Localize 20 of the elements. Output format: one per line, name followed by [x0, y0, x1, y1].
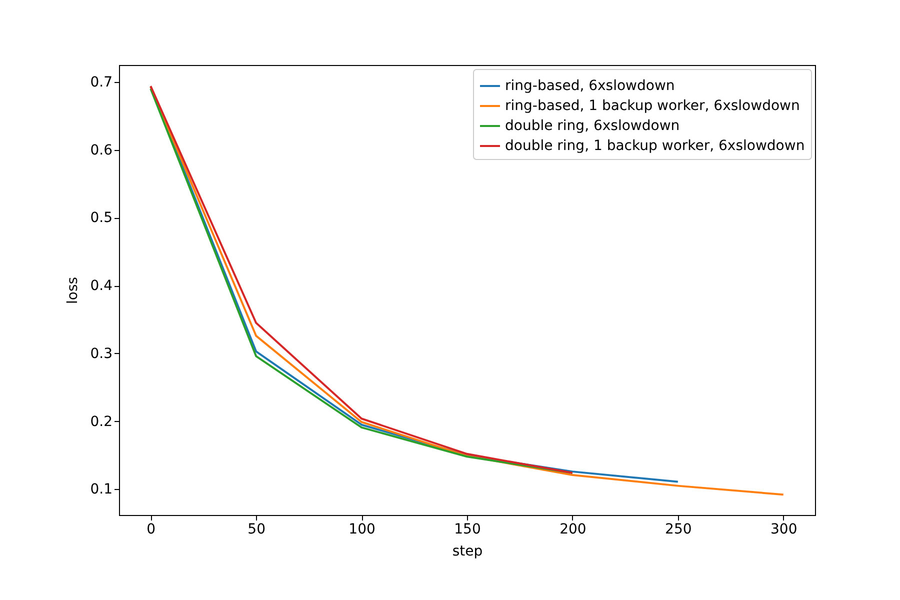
x-tick-label: 50 [248, 522, 266, 538]
x-tick-label: 200 [560, 522, 586, 538]
y-tick-label: 0.2 [90, 414, 112, 430]
y-tick-label: 0.6 [90, 142, 113, 158]
legend-label: double ring, 1 backup worker, 6xslowdown [505, 138, 805, 154]
y-tick-label: 0.4 [90, 278, 113, 294]
x-tick-label: 300 [770, 522, 798, 538]
legend-label: ring-based, 6xslowdown [505, 78, 675, 94]
y-tick-label: 0.7 [90, 74, 112, 90]
legend-label: double ring, 6xslowdown [505, 118, 680, 134]
x-tick-label: 0 [146, 522, 156, 538]
legend-label: ring-based, 1 backup worker, 6xslowdown [505, 98, 800, 114]
y-axis-title: loss [65, 276, 82, 304]
y-tick-label: 0.1 [90, 482, 112, 498]
y-tick-label: 0.5 [90, 210, 112, 226]
x-axis-title: step [452, 544, 483, 560]
x-tick-label: 100 [348, 522, 376, 538]
x-tick-label: 250 [665, 522, 692, 538]
y-tick-label: 0.3 [90, 346, 112, 362]
x-tick-label: 150 [454, 522, 481, 538]
